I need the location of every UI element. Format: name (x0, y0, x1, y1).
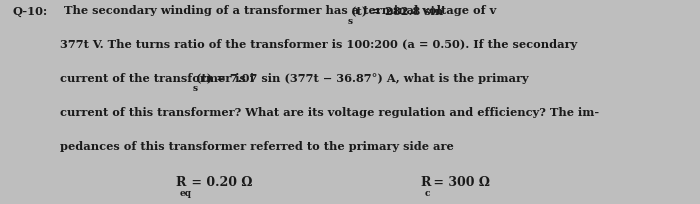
Text: eq: eq (180, 188, 192, 197)
Text: c: c (425, 188, 430, 197)
Text: current of the transformer is i: current of the transformer is i (60, 73, 253, 84)
Text: Q-10:: Q-10: (13, 6, 48, 17)
Text: (t) = 7.07 sin (377t − 36.87°) A, what is the primary: (t) = 7.07 sin (377t − 36.87°) A, what i… (197, 73, 529, 84)
Text: R: R (420, 175, 430, 188)
Text: = 300 Ω: = 300 Ω (428, 175, 489, 188)
Text: s: s (348, 17, 353, 26)
Text: pedances of this transformer referred to the primary side are: pedances of this transformer referred to… (60, 140, 454, 151)
Text: 377t V. The turns ratio of the transformer is 100:200 (a = 0.50). If the seconda: 377t V. The turns ratio of the transform… (60, 39, 577, 50)
Text: The secondary winding of a transformer has a terminal voltage of v: The secondary winding of a transformer h… (60, 5, 496, 16)
Text: (t) = 282.8 sin: (t) = 282.8 sin (351, 5, 444, 16)
Text: R: R (175, 175, 186, 188)
Text: current of this transformer? What are its voltage regulation and efficiency? The: current of this transformer? What are it… (60, 106, 598, 117)
Text: s: s (193, 84, 198, 93)
Text: = 0.20 Ω: = 0.20 Ω (188, 175, 253, 188)
